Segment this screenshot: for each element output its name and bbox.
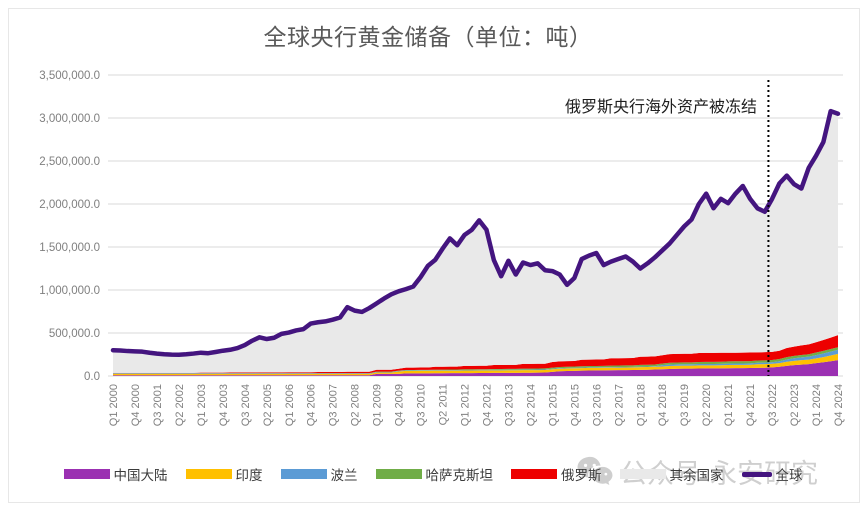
x-tick-label: Q3 2019 [679,384,691,426]
x-tick-label: Q3 2016 [591,384,603,426]
global-line [110,108,841,358]
legend-swatch [375,469,422,479]
x-tick-label: Q1 2009 [372,384,384,426]
x-tick-label: Q2 2014 [525,384,537,426]
x-tick-label: Q2 2023 [789,384,801,426]
x-tick-label: Q3 2010 [416,384,428,426]
legend-swatch [280,469,327,479]
legend-item: 其余国家 [619,464,724,484]
x-tick-label: Q1 2021 [723,384,735,426]
x-tick-label: Q2 2005 [262,384,274,426]
y-tick-label: 3,500,000.0 [39,70,100,82]
y-tick-label: 2,500,000.0 [39,156,100,168]
x-tick-label: Q3 2001 [152,384,164,426]
legend-item: 中国大陆 [63,464,168,484]
legend-swatch [63,469,110,479]
x-tick-label: Q3 2004 [240,384,252,426]
x-tick-label: Q4 2024 [833,384,845,426]
x-tick-label: Q2 2020 [701,384,713,426]
x-tick-label: Q3 2022 [767,384,779,426]
x-tick-label: Q1 2003 [196,384,208,426]
x-tick-label: Q2 2008 [350,384,362,426]
y-tick-label: 1,000,000.0 [39,285,100,297]
legend-item: 印度 [185,464,263,484]
x-tick-label: Q3 2013 [503,384,515,426]
x-tick-label: Q4 2015 [569,384,581,426]
legend-label: 印度 [235,468,263,483]
x-tick-label: Q4 2012 [481,384,493,426]
legend-label: 俄罗斯 [561,468,602,483]
area-band [113,335,838,374]
x-tick-label: Q1 2012 [460,384,472,426]
legend-swatch [185,469,232,479]
area-band [113,360,838,376]
x-tick-label: Q2 2011 [438,384,450,425]
legend-label: 中国大陆 [113,468,168,483]
y-tick-label: 500,000.0 [49,328,100,340]
annotation-label: 俄罗斯央行海外资产被冻结 [564,99,757,116]
legend-swatch [741,471,772,477]
x-tick-label: Q2 2017 [613,384,625,426]
legend-label: 全球 [775,468,803,483]
x-tick-label: Q4 2006 [306,384,318,426]
x-tick-label: Q4 2021 [745,384,757,426]
legend-label: 哈萨克斯坦 [425,468,494,483]
x-tick-label: Q4 2018 [657,384,669,426]
y-tick-label: 0.0 [84,371,100,383]
x-tick-label: Q2 2002 [174,384,186,426]
chart-title: 全球央行黄金储备（单位：吨） [263,24,593,50]
x-tick-label: Q1 2006 [284,384,296,426]
x-tick-label: Q3 2007 [328,384,340,426]
x-tick-label: Q1 2018 [635,384,647,426]
y-tick-label: 3,000,000.0 [39,113,100,125]
legend-item: 全球 [741,464,803,484]
legend-item: 哈萨克斯坦 [375,464,494,484]
legend-item: 俄罗斯 [511,464,602,484]
legend-label: 其余国家 [669,468,724,483]
x-tick-label: Q1 2015 [547,384,559,426]
x-tick-label: Q1 2000 [108,384,120,426]
x-tick-label: Q1 2024 [811,384,823,426]
x-tick-label: Q4 2000 [130,384,142,426]
area-band [113,111,838,373]
wechat-icon [577,456,613,485]
legend: 中国大陆 印度 波兰 哈萨克斯坦 俄罗斯 其余国家 全球 [40,464,826,484]
y-tick-label: 2,000,000.0 [39,199,100,211]
legend-item: 波兰 [280,464,358,484]
legend-swatch [511,469,557,479]
area-band [113,353,838,376]
x-tick-label: Q4 2003 [218,384,230,426]
legend-swatch [619,469,666,479]
y-tick-label: 1,500,000.0 [39,242,100,254]
legend-label: 波兰 [330,468,358,483]
x-tick-label: Q4 2009 [394,384,406,426]
